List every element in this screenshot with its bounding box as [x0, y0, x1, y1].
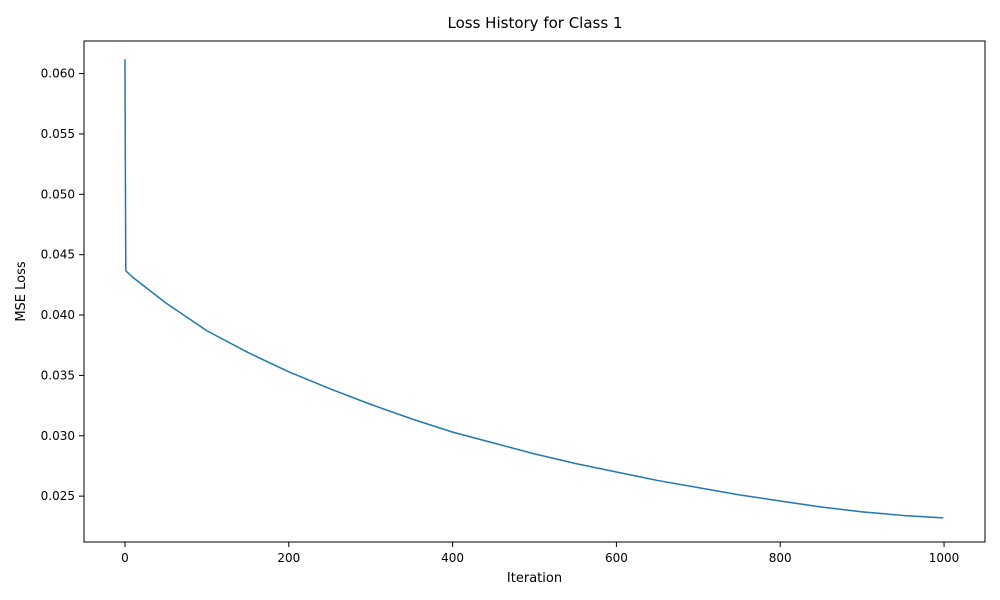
y-axis: 0.025 0.030 0.035 0.040 0.045 0.050 0.055 0.060 [41, 67, 84, 503]
x-tick-label: 200 [277, 551, 300, 565]
y-tick-label: 0.040 [41, 308, 75, 322]
y-axis-label: MSE Loss [14, 261, 29, 322]
plot-area [83, 40, 986, 543]
x-tick-label: 800 [769, 551, 792, 565]
y-tick-label: 0.035 [41, 368, 75, 382]
y-tick-label: 0.045 [41, 248, 75, 262]
y-tick-label: 0.060 [41, 67, 75, 81]
x-axis: 0 200 400 600 800 1000 [121, 542, 959, 565]
plot-frame [83, 40, 986, 543]
series-layer [124, 59, 944, 519]
x-tick-label: 400 [441, 551, 464, 565]
x-tick-label: 0 [121, 551, 129, 565]
x-axis-label: Iteration [507, 571, 562, 586]
y-tick-label: 0.025 [41, 489, 75, 503]
y-tick-label: 0.055 [41, 127, 75, 141]
chart-title: Loss History for Class 1 [448, 14, 623, 32]
x-tick-label: 1000 [929, 551, 960, 565]
y-tick-label: 0.030 [41, 429, 75, 443]
y-tick-label: 0.050 [41, 187, 75, 201]
x-tick-label: 600 [605, 551, 628, 565]
loss-series-line [124, 59, 944, 519]
